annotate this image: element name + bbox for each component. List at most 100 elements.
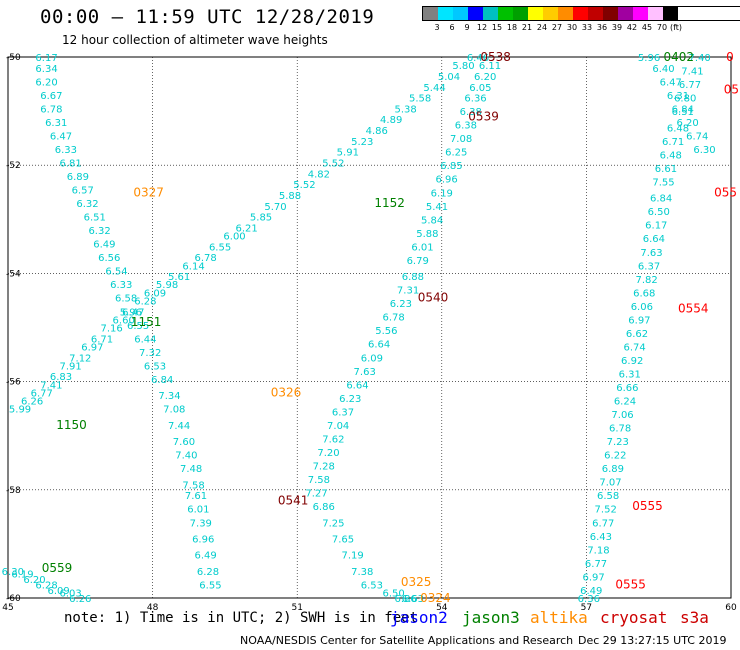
swh-value: 6.83 — [50, 372, 72, 383]
swh-value: 6.50 — [382, 589, 404, 600]
swh-value: 6.56 — [98, 253, 120, 264]
sat-name-s3a: s3a — [680, 608, 709, 627]
swh-value: 7.19 — [341, 551, 363, 562]
pass-time-label: 0326 — [271, 385, 302, 399]
map-frame — [7, 56, 732, 599]
swh-value: 6.61 — [655, 164, 677, 175]
pass-time-label: 0555 — [615, 577, 646, 591]
pass-time-label: 0559 — [42, 561, 73, 575]
sat-name-cryosat: cryosat — [600, 608, 668, 627]
pass-time-label: 0541 — [278, 494, 309, 508]
swh-value: 4.89 — [380, 115, 402, 126]
swh-value: 7.07 — [599, 478, 621, 489]
swh-value: 6.80 — [674, 94, 696, 105]
y-tick-label: -56 — [6, 378, 21, 388]
swh-value: 6.97 — [582, 572, 604, 583]
swh-value: 7.34 — [158, 391, 180, 402]
swh-value: 6.28 — [197, 567, 219, 578]
swh-value: 5.98 — [156, 280, 178, 291]
swh-value: 6.40 — [652, 64, 674, 75]
swh-value: 6.77 — [679, 80, 701, 91]
swh-value: 5.58 — [409, 94, 431, 105]
swh-value: 6.96 — [435, 175, 457, 186]
swh-value: 6.48 — [660, 150, 682, 161]
legend-swatch — [468, 7, 483, 20]
swh-value: 6.49 — [93, 240, 115, 251]
x-tick-label: 57 — [581, 603, 592, 613]
swh-value: 6.88 — [402, 272, 424, 283]
legend-swatch — [423, 7, 438, 20]
swh-value: 6.17 — [645, 221, 667, 232]
swh-value: 6.77 — [585, 559, 607, 570]
x-tick-label: 60 — [725, 603, 737, 613]
swh-value: 7.63 — [354, 367, 376, 378]
swh-value: 6.32 — [88, 226, 110, 237]
swh-value: 6.23 — [339, 394, 361, 405]
swh-value: 6.21 — [235, 223, 257, 234]
legend-swatch — [573, 7, 588, 20]
swh-value: 5.84 — [421, 215, 443, 226]
swh-value: 5.41 — [426, 202, 448, 213]
swh-value: 7.58 — [182, 480, 204, 491]
swh-value: 7.40 — [175, 451, 197, 462]
swh-value: 6.06 — [631, 302, 653, 313]
swh-value: 7.55 — [652, 177, 674, 188]
swh-value: 7.44 — [168, 421, 190, 432]
x-tick-label: 51 — [291, 603, 302, 613]
swh-value: 6.50 — [648, 207, 670, 218]
swh-value: 7.41 — [681, 67, 703, 78]
swh-value: 6.81 — [60, 158, 82, 169]
swh-value: 7.48 — [180, 464, 202, 475]
swh-value: 6.49 — [194, 551, 216, 562]
swh-value: 7.27 — [305, 489, 327, 500]
swh-value: 6.19 — [431, 188, 453, 199]
swh-value: 7.28 — [313, 461, 335, 472]
swh-value: 6.28 — [134, 296, 156, 307]
swh-value: 6.09 — [361, 353, 383, 364]
y-tick-label: -58 — [6, 486, 21, 496]
swh-value: 6.09 — [47, 586, 69, 597]
swh-value: 6.20 — [23, 575, 45, 586]
swh-value: 7.60 — [173, 437, 195, 448]
swh-value: 6.34 — [35, 64, 57, 75]
swh-value: 5.85 — [250, 213, 272, 224]
swh-value: 5.88 — [279, 191, 301, 202]
swh-value: 6.22 — [604, 451, 626, 462]
legend-label: 6 — [449, 23, 455, 32]
swh-value: 5.23 — [351, 137, 373, 148]
y-tick-label: -54 — [6, 269, 21, 279]
pass-time-label: 0539 — [468, 110, 499, 124]
swh-value: 6.47 — [122, 307, 144, 318]
pass-time-label: 1152 — [374, 196, 405, 210]
sat-name-altika: altika — [530, 608, 588, 627]
swh-value: 5.96 — [120, 307, 142, 318]
footer-note: note: 1) Time is in UTC; 2) SWH is in fe… — [64, 610, 419, 626]
swh-value: 7.25 — [322, 518, 344, 529]
pass-time-label: 0402 — [664, 50, 695, 64]
swh-value: 6.84 — [672, 104, 694, 115]
legend-label: 27 — [551, 23, 563, 32]
swh-value: 6.96 — [192, 534, 214, 545]
swh-value: 6.64 — [368, 340, 390, 351]
swh-value: 6.58 — [597, 491, 619, 502]
swh-value: 6.85 — [440, 161, 462, 172]
swh-value: 6.31 — [619, 369, 641, 380]
y-tick-label: -52 — [6, 161, 21, 171]
swh-value: 7.06 — [611, 410, 633, 421]
swh-value: 6.03 — [60, 589, 82, 600]
swh-value: 6.33 — [110, 280, 132, 291]
swh-value: 6.86 — [395, 594, 417, 605]
swh-value: 6.64 — [643, 234, 665, 245]
legend-swatch — [588, 7, 603, 20]
swh-value: 7.52 — [595, 505, 617, 516]
swh-value: 6.37 — [332, 407, 354, 418]
swh-value: 7.58 — [308, 475, 330, 486]
swh-value: 6.64 — [346, 380, 368, 391]
legend-label: 18 — [506, 23, 518, 32]
swh-value: 7.12 — [69, 353, 91, 364]
pass-time-label: 05 — [724, 82, 739, 96]
swh-value: 6.97 — [628, 315, 650, 326]
swh-value: 5.88 — [416, 229, 438, 240]
swh-value: 6.89 — [67, 172, 89, 183]
legend-swatch — [603, 7, 618, 20]
